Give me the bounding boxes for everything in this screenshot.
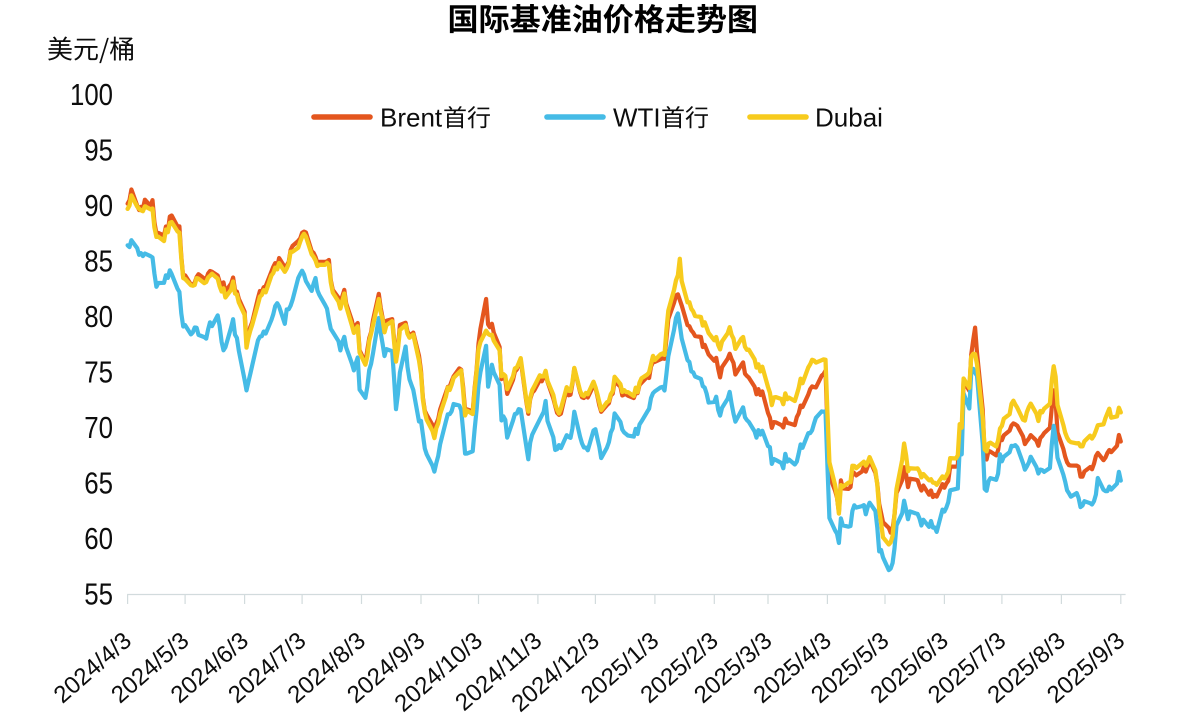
svg-text:65: 65 [84, 466, 113, 501]
svg-text:WTI: WTI [613, 102, 661, 132]
svg-text:75: 75 [84, 355, 113, 390]
svg-text:95: 95 [84, 133, 113, 168]
svg-text:90: 90 [84, 188, 113, 223]
svg-text:100: 100 [70, 77, 113, 112]
svg-text:Dubai: Dubai [815, 102, 883, 132]
svg-text:80: 80 [84, 299, 113, 334]
svg-text:85: 85 [84, 244, 113, 279]
svg-text:60: 60 [84, 521, 113, 556]
svg-text:55: 55 [84, 577, 113, 612]
svg-text:Brent: Brent [380, 102, 443, 132]
svg-text:70: 70 [84, 410, 113, 445]
